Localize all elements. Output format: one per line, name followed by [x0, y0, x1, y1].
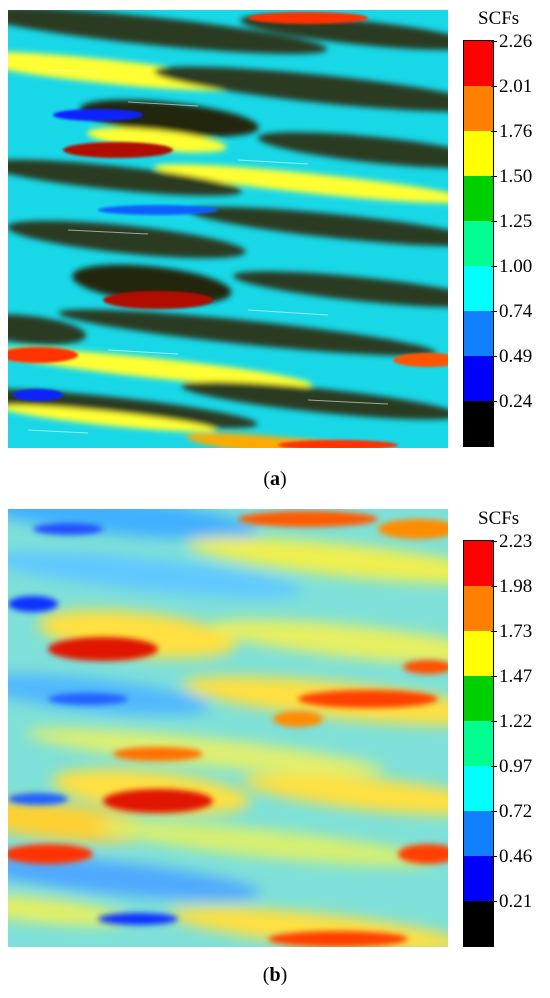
- colorbar-tick-b: 2.23: [490, 531, 533, 552]
- caption-a-open: (: [263, 468, 270, 490]
- colorbar-seg-b-1: [464, 541, 493, 586]
- caption-a-close: ): [280, 468, 287, 490]
- colorbar-seg-a-2: [464, 86, 493, 131]
- colorbar-seg-a-9: [464, 401, 493, 446]
- colorbar-seg-b-4: [464, 676, 493, 721]
- colorbar-tick-a: 2.26: [490, 31, 533, 52]
- colorbar-tick-a: 0.49: [490, 346, 533, 367]
- colorbar-tick-a: 1.50: [490, 166, 533, 187]
- scf-contour-map-a: [8, 10, 448, 448]
- colorbar-seg-b-9: [464, 901, 493, 946]
- colorbar-b: [463, 540, 494, 947]
- colorbar-seg-a-1: [464, 41, 493, 86]
- panel-b: SCFs 2.23 1.98 1.73 1.47 1.22 0.97 0.72 …: [0, 500, 550, 998]
- colorbar-seg-a-3: [464, 131, 493, 176]
- colorbar-seg-b-7: [464, 811, 493, 856]
- colorbar-title-a: SCFs: [478, 8, 520, 29]
- colorbar-tick-b: 1.22: [490, 711, 533, 732]
- caption-b-close: ): [280, 964, 288, 986]
- colorbar-seg-a-5: [464, 221, 493, 266]
- colorbar-seg-a-4: [464, 176, 493, 221]
- panel-a: SCFs 2.26 2.01 1.76 1.50 1.25 1.00 0.74 …: [0, 8, 550, 491]
- caption-a-letter: a: [270, 468, 280, 490]
- colorbar-tick-a: 0.74: [490, 301, 533, 322]
- colorbar-tick-a: 1.00: [490, 256, 533, 277]
- caption-b-letter: b: [269, 964, 281, 986]
- colorbar-seg-b-6: [464, 766, 493, 811]
- colorbar-tick-b: 0.46: [490, 846, 533, 867]
- colorbar-tick-a: 1.25: [490, 211, 533, 232]
- scf-contour-map-b: [8, 509, 448, 947]
- colorbar-title-b: SCFs: [478, 508, 520, 529]
- colorbar-seg-b-5: [464, 721, 493, 766]
- colorbar-tick-a: 2.01: [490, 76, 533, 97]
- colorbar-seg-a-6: [464, 266, 493, 311]
- colorbar-tick-a: 1.76: [490, 121, 533, 142]
- colorbar-tick-a: 0.24: [490, 391, 533, 412]
- colorbar-seg-b-2: [464, 586, 493, 631]
- colorbar-tick-b: 0.21: [490, 891, 533, 912]
- colorbar-seg-b-8: [464, 856, 493, 901]
- colorbar-seg-b-3: [464, 631, 493, 676]
- caption-b-open: (: [262, 964, 270, 986]
- colorbar-tick-b: 0.72: [490, 801, 533, 822]
- colorbar-tick-b: 1.98: [490, 576, 533, 597]
- colorbar-tick-b: 1.73: [490, 621, 533, 642]
- colorbar-a: [463, 40, 494, 447]
- caption-a: (a): [0, 468, 550, 491]
- caption-b: (b): [0, 964, 550, 987]
- colorbar-seg-a-8: [464, 356, 493, 401]
- colorbar-tick-b: 0.97: [490, 756, 533, 777]
- colorbar-tick-b: 1.47: [490, 666, 533, 687]
- colorbar-seg-a-7: [464, 311, 493, 356]
